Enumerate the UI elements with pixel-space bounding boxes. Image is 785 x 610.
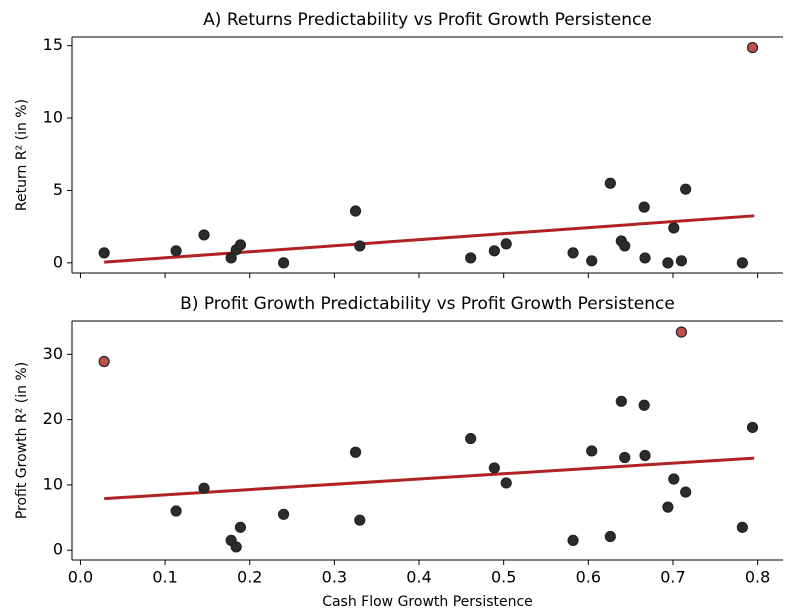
scatter-point xyxy=(567,534,579,547)
scatter-point xyxy=(349,446,362,458)
regression-line xyxy=(104,456,755,501)
y-tick-label: 5 xyxy=(53,180,63,199)
scatter-point xyxy=(615,395,627,407)
scatter-point xyxy=(638,201,650,213)
scatter-point xyxy=(500,477,512,489)
y-axis-label: Profit Growth R² (in %) xyxy=(14,362,30,519)
scatter-point xyxy=(619,451,631,464)
y-axis-label: Return R² (in %) xyxy=(14,99,30,211)
x-tick-label: 0.2 xyxy=(237,568,262,587)
regression-line xyxy=(104,214,755,264)
x-tick-label: 0.3 xyxy=(322,568,347,587)
scatter-point xyxy=(586,255,598,267)
x-tick-label: 0.6 xyxy=(576,568,601,587)
scatter-point xyxy=(354,514,366,526)
y-tick-label: 15 xyxy=(43,35,63,54)
scatter-point xyxy=(675,326,688,338)
scatter-point xyxy=(680,183,692,195)
x-tick-label: 0.8 xyxy=(745,568,770,587)
scatter-point xyxy=(278,257,290,269)
scatter-point xyxy=(639,252,651,264)
chart-title: B) Profit Growth Predictability vs Profi… xyxy=(180,294,675,314)
scatter-point xyxy=(668,473,680,485)
scatter-point xyxy=(668,222,680,234)
scatter-point xyxy=(349,205,362,217)
scatter-point xyxy=(170,505,182,517)
scatter-point xyxy=(586,445,598,457)
scatter-point xyxy=(638,399,650,411)
scatter-point xyxy=(736,521,748,533)
scatter-point xyxy=(278,508,290,520)
x-tick-label: 0.5 xyxy=(491,568,516,587)
scatter-point xyxy=(225,252,237,264)
scatter-point xyxy=(567,247,579,259)
scatter-point xyxy=(604,177,616,189)
y-tick-label: 20 xyxy=(43,409,63,428)
scatter-point xyxy=(662,501,674,513)
scatter-point xyxy=(230,541,242,553)
x-tick-label: 0.7 xyxy=(660,568,685,587)
x-tick-label: 0.4 xyxy=(406,568,431,587)
scatter-point xyxy=(639,449,651,462)
scatter-point xyxy=(354,240,366,252)
y-tick-label: 30 xyxy=(43,344,63,363)
scatter-point xyxy=(465,432,477,445)
scatter-point xyxy=(619,240,631,252)
scatter-point xyxy=(98,247,110,259)
y-tick-label: 0 xyxy=(53,252,63,271)
scatter-point xyxy=(98,355,110,368)
scatter-point xyxy=(198,229,210,241)
chart-title: A) Returns Predictability vs Profit Grow… xyxy=(203,10,652,30)
scatter-point xyxy=(465,252,477,264)
scatter-point xyxy=(736,257,748,269)
scatter-point xyxy=(500,238,512,250)
scatter-point xyxy=(662,257,674,269)
scatter-point xyxy=(680,486,692,498)
scatter-point xyxy=(234,239,247,251)
scatter-point xyxy=(488,462,500,474)
scatter-point xyxy=(746,41,759,54)
scatter-point xyxy=(234,521,247,533)
scatter-point xyxy=(675,255,688,267)
scatter-point xyxy=(170,245,182,257)
y-tick-label: 0 xyxy=(53,540,63,559)
x-tick-label: 0.0 xyxy=(68,568,93,587)
x-axis-label: Cash Flow Growth Persistence xyxy=(322,594,533,610)
x-tick-label: 0.1 xyxy=(152,568,177,587)
scatter-point xyxy=(746,421,759,434)
scatter-point xyxy=(198,482,210,494)
scatter-point xyxy=(488,245,500,257)
y-tick-label: 10 xyxy=(43,474,63,493)
scatter-point xyxy=(604,530,616,543)
y-tick-label: 10 xyxy=(43,108,63,127)
